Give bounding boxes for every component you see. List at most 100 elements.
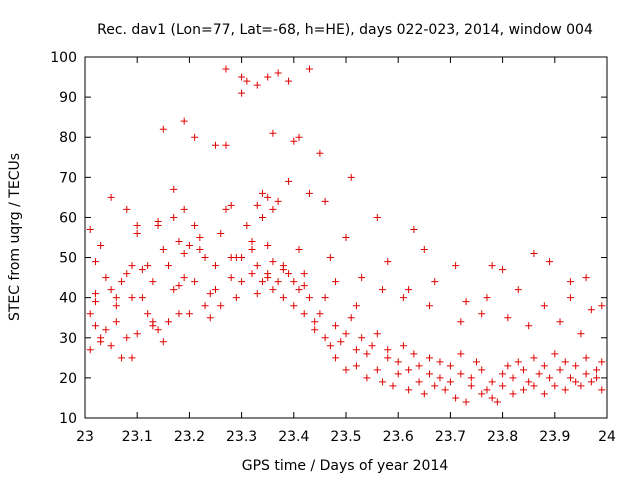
data-point (420, 246, 428, 254)
data-point (269, 258, 277, 266)
data-point (180, 250, 188, 258)
data-point (525, 322, 533, 330)
data-point (243, 77, 251, 85)
data-point (175, 310, 183, 318)
data-point (185, 242, 193, 250)
y-tick-labels: 10 20 30 40 50 60 70 80 90 100 (50, 50, 77, 427)
y-tick-label: 90 (59, 90, 77, 106)
data-point (337, 338, 345, 346)
data-point (102, 326, 110, 334)
data-point (206, 290, 214, 298)
data-point (347, 173, 355, 181)
data-point (191, 278, 199, 286)
data-point (212, 286, 219, 294)
data-point (253, 262, 261, 270)
y-tick-label: 60 (59, 210, 77, 226)
data-point (191, 221, 199, 229)
data-point (206, 314, 214, 322)
data-point (279, 294, 287, 302)
data-point (530, 382, 538, 390)
data-point (332, 354, 340, 362)
y-tick-label: 20 (59, 371, 77, 387)
data-point (540, 362, 548, 370)
data-point (165, 318, 173, 326)
data-point (274, 69, 282, 77)
data-point (295, 246, 303, 254)
data-point (368, 342, 376, 350)
data-point (540, 390, 548, 398)
data-point (384, 346, 392, 354)
data-point (285, 177, 293, 185)
data-point (227, 274, 235, 282)
data-point (415, 362, 423, 370)
data-point (446, 378, 454, 386)
data-point (326, 342, 334, 350)
data-point (248, 270, 256, 278)
data-point (436, 374, 444, 382)
data-point (107, 193, 115, 201)
data-point (431, 382, 439, 390)
data-point (326, 254, 334, 262)
data-point (238, 278, 246, 286)
data-point (332, 278, 340, 286)
data-point (321, 334, 329, 342)
data-point (86, 310, 94, 318)
data-point (264, 73, 272, 81)
data-point (452, 262, 460, 270)
data-point (540, 302, 548, 310)
data-point (253, 81, 261, 89)
data-point (311, 318, 319, 326)
data-point (159, 246, 167, 254)
data-point (467, 374, 475, 382)
axis-ticks (84, 56, 608, 419)
data-point (232, 294, 240, 302)
chart-title: Rec. dav1 (Lon=77, Lat=-68, h=HE), days … (97, 22, 593, 38)
data-point (405, 366, 413, 374)
data-point (410, 225, 418, 233)
data-point (128, 354, 136, 362)
x-axis-label: GPS time / Days of year 2014 (242, 458, 449, 474)
y-tick-label: 30 (59, 331, 77, 347)
data-point (180, 117, 188, 125)
data-point (175, 282, 183, 290)
data-point (295, 286, 303, 294)
data-point (587, 378, 595, 386)
y-tick-label: 50 (59, 251, 77, 267)
data-point (133, 330, 141, 338)
data-point (535, 370, 543, 378)
data-point (457, 318, 465, 326)
data-point (107, 342, 115, 350)
data-point (462, 298, 470, 306)
data-point (379, 286, 387, 294)
data-point (138, 294, 146, 302)
data-point (133, 221, 141, 229)
data-point (577, 382, 585, 390)
data-point (478, 310, 486, 318)
x-tick-label: 23.2 (174, 429, 205, 445)
data-point (483, 294, 491, 302)
data-point (347, 314, 355, 322)
x-tick-label: 23 (76, 429, 94, 445)
data-point (342, 234, 350, 241)
data-point (102, 274, 110, 282)
data-point (556, 366, 564, 374)
x-tick-label: 23.5 (330, 429, 361, 445)
data-point (285, 270, 293, 278)
x-tick-label: 23.3 (226, 429, 257, 445)
data-point (352, 346, 360, 354)
data-point (504, 362, 512, 370)
data-point (133, 229, 141, 237)
data-point (144, 310, 152, 318)
data-point (384, 354, 392, 362)
data-point (222, 65, 230, 73)
data-point (352, 302, 360, 310)
data-point (478, 390, 486, 398)
data-point (212, 262, 219, 270)
data-point (253, 201, 261, 209)
data-point (285, 77, 293, 85)
data-point (217, 229, 225, 237)
data-point (379, 378, 387, 386)
data-point (457, 350, 465, 358)
data-point (546, 374, 554, 382)
